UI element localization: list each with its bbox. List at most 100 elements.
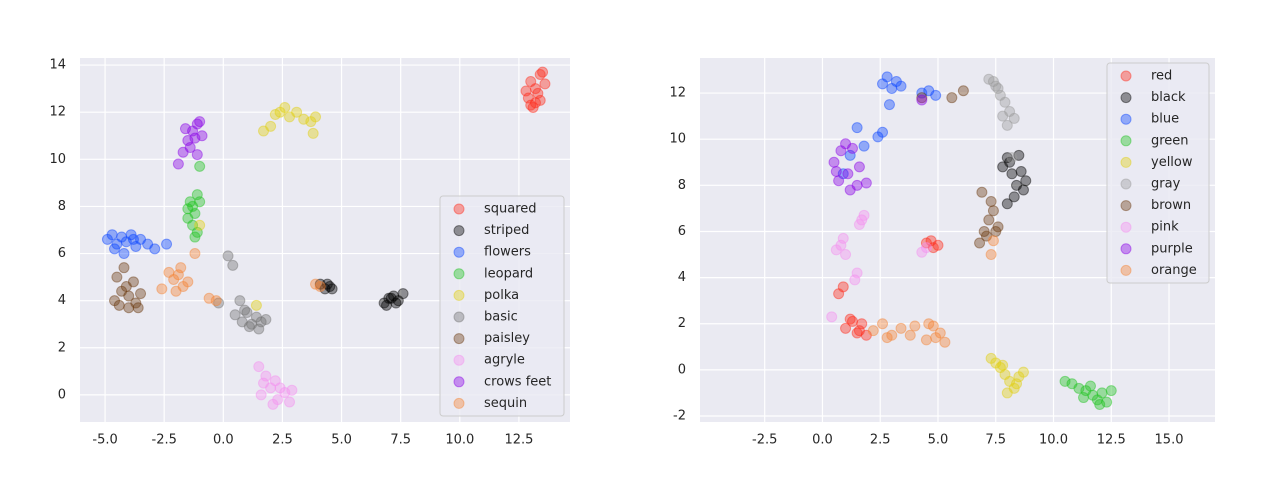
point [1006,152,1018,164]
legend-marker [453,354,465,366]
legend-marker [1120,264,1132,276]
point [123,302,135,314]
point [191,149,203,161]
point [314,281,326,293]
legend-marker [1120,221,1132,233]
legend: squared striped flowers leopard polka basic pa… [439,195,565,417]
legend-label: green [1151,133,1189,148]
point [250,311,262,323]
legend-marker [453,397,465,409]
point [877,126,889,138]
point [840,138,852,150]
point [997,161,1009,173]
point [125,229,137,241]
x-tick-label: 10.0 [1039,433,1068,448]
point [532,87,544,99]
point [378,297,390,309]
legend-label: basic [484,310,518,325]
point [999,96,1011,108]
point [976,186,988,198]
point [161,238,173,250]
point [1008,382,1020,394]
point [851,267,863,279]
point [187,125,199,137]
point [927,320,939,332]
point [130,240,142,252]
point [1004,106,1016,118]
x-tick-label: -2.5 [152,433,177,448]
point [539,78,551,90]
point [279,387,291,399]
point [916,87,928,99]
point [187,219,199,231]
point [191,226,203,238]
point [987,235,999,247]
point [194,196,206,208]
point [985,352,997,364]
point [842,168,854,180]
point [846,142,858,154]
point [990,225,1002,237]
point [534,94,546,106]
x-tick-label: 7.5 [390,433,411,448]
legend-marker [1120,200,1132,212]
point [326,283,338,295]
point [909,320,921,332]
legend-label: agryle [484,353,525,368]
point [135,233,147,245]
point [267,398,279,410]
legend-label: yellow [1151,155,1193,170]
y-tick-label: 8 [58,199,66,214]
point [525,99,537,111]
x-tick-label: 12.5 [1097,433,1126,448]
point [182,276,194,288]
legend-label: pink [1151,220,1179,235]
point [189,248,201,260]
point [934,327,946,339]
legend: red black blue green yellow gray brown pink purp… [1106,62,1210,284]
point [253,323,265,335]
point [132,302,144,314]
point [1001,152,1013,164]
x-tick-label: 7.5 [985,433,1006,448]
point [895,322,907,334]
point [1008,112,1020,124]
point [182,134,194,146]
point [111,271,123,283]
x-tick-label: -2.5 [752,433,777,448]
x-tick-label: 12.5 [504,433,533,448]
point [835,145,847,157]
legend-label: red [1151,69,1172,84]
point [860,329,872,341]
point [274,106,286,118]
point [997,359,1009,371]
point [246,318,258,330]
x-tick-label: 15.0 [1155,433,1184,448]
point [123,290,135,302]
point [923,318,935,330]
point [858,209,870,221]
point [529,97,541,109]
legend-label: flowers [484,245,531,260]
point [994,89,1006,101]
point [1001,387,1013,399]
point [895,80,907,92]
point [881,332,893,344]
point [191,189,203,201]
point [319,283,331,295]
point [279,101,291,113]
point [203,292,215,304]
point [1017,366,1029,378]
point [260,314,272,326]
y-tick-label: 6 [58,246,66,261]
legend-label: orange [1151,263,1197,278]
point [286,384,298,396]
point [529,83,541,95]
point [927,242,939,254]
x-tick-label: 10.0 [445,433,474,448]
point [210,295,222,307]
point [923,85,935,97]
y-tick-label: 4 [678,270,686,285]
point [222,250,234,262]
point [853,325,865,337]
